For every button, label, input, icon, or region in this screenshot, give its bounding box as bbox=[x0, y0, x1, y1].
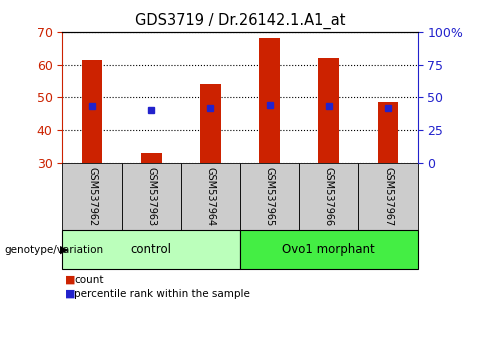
Bar bbox=[299, 163, 359, 230]
Text: GSM537962: GSM537962 bbox=[87, 167, 97, 226]
Text: count: count bbox=[74, 275, 104, 285]
Text: ■: ■ bbox=[65, 275, 75, 285]
Text: ■: ■ bbox=[65, 289, 75, 299]
Bar bbox=[318, 58, 339, 163]
Bar bbox=[259, 38, 280, 163]
Text: GSM537964: GSM537964 bbox=[205, 167, 216, 226]
Bar bbox=[359, 163, 418, 230]
Bar bbox=[141, 153, 162, 163]
Text: genotype/variation: genotype/variation bbox=[5, 245, 104, 255]
Text: control: control bbox=[131, 243, 172, 256]
Bar bbox=[378, 102, 398, 163]
Text: Ovo1 morphant: Ovo1 morphant bbox=[282, 243, 375, 256]
Bar bbox=[240, 163, 299, 230]
Text: GSM537966: GSM537966 bbox=[324, 167, 334, 226]
Text: GSM537967: GSM537967 bbox=[383, 167, 393, 226]
Text: GSM537965: GSM537965 bbox=[264, 167, 275, 226]
Title: GDS3719 / Dr.26142.1.A1_at: GDS3719 / Dr.26142.1.A1_at bbox=[135, 13, 345, 29]
Text: percentile rank within the sample: percentile rank within the sample bbox=[74, 289, 250, 299]
Bar bbox=[82, 60, 102, 163]
Bar bbox=[181, 163, 240, 230]
Bar bbox=[62, 163, 121, 230]
Bar bbox=[200, 84, 221, 163]
Bar bbox=[121, 163, 181, 230]
Text: GSM537963: GSM537963 bbox=[146, 167, 156, 226]
Text: ▶: ▶ bbox=[60, 245, 69, 255]
